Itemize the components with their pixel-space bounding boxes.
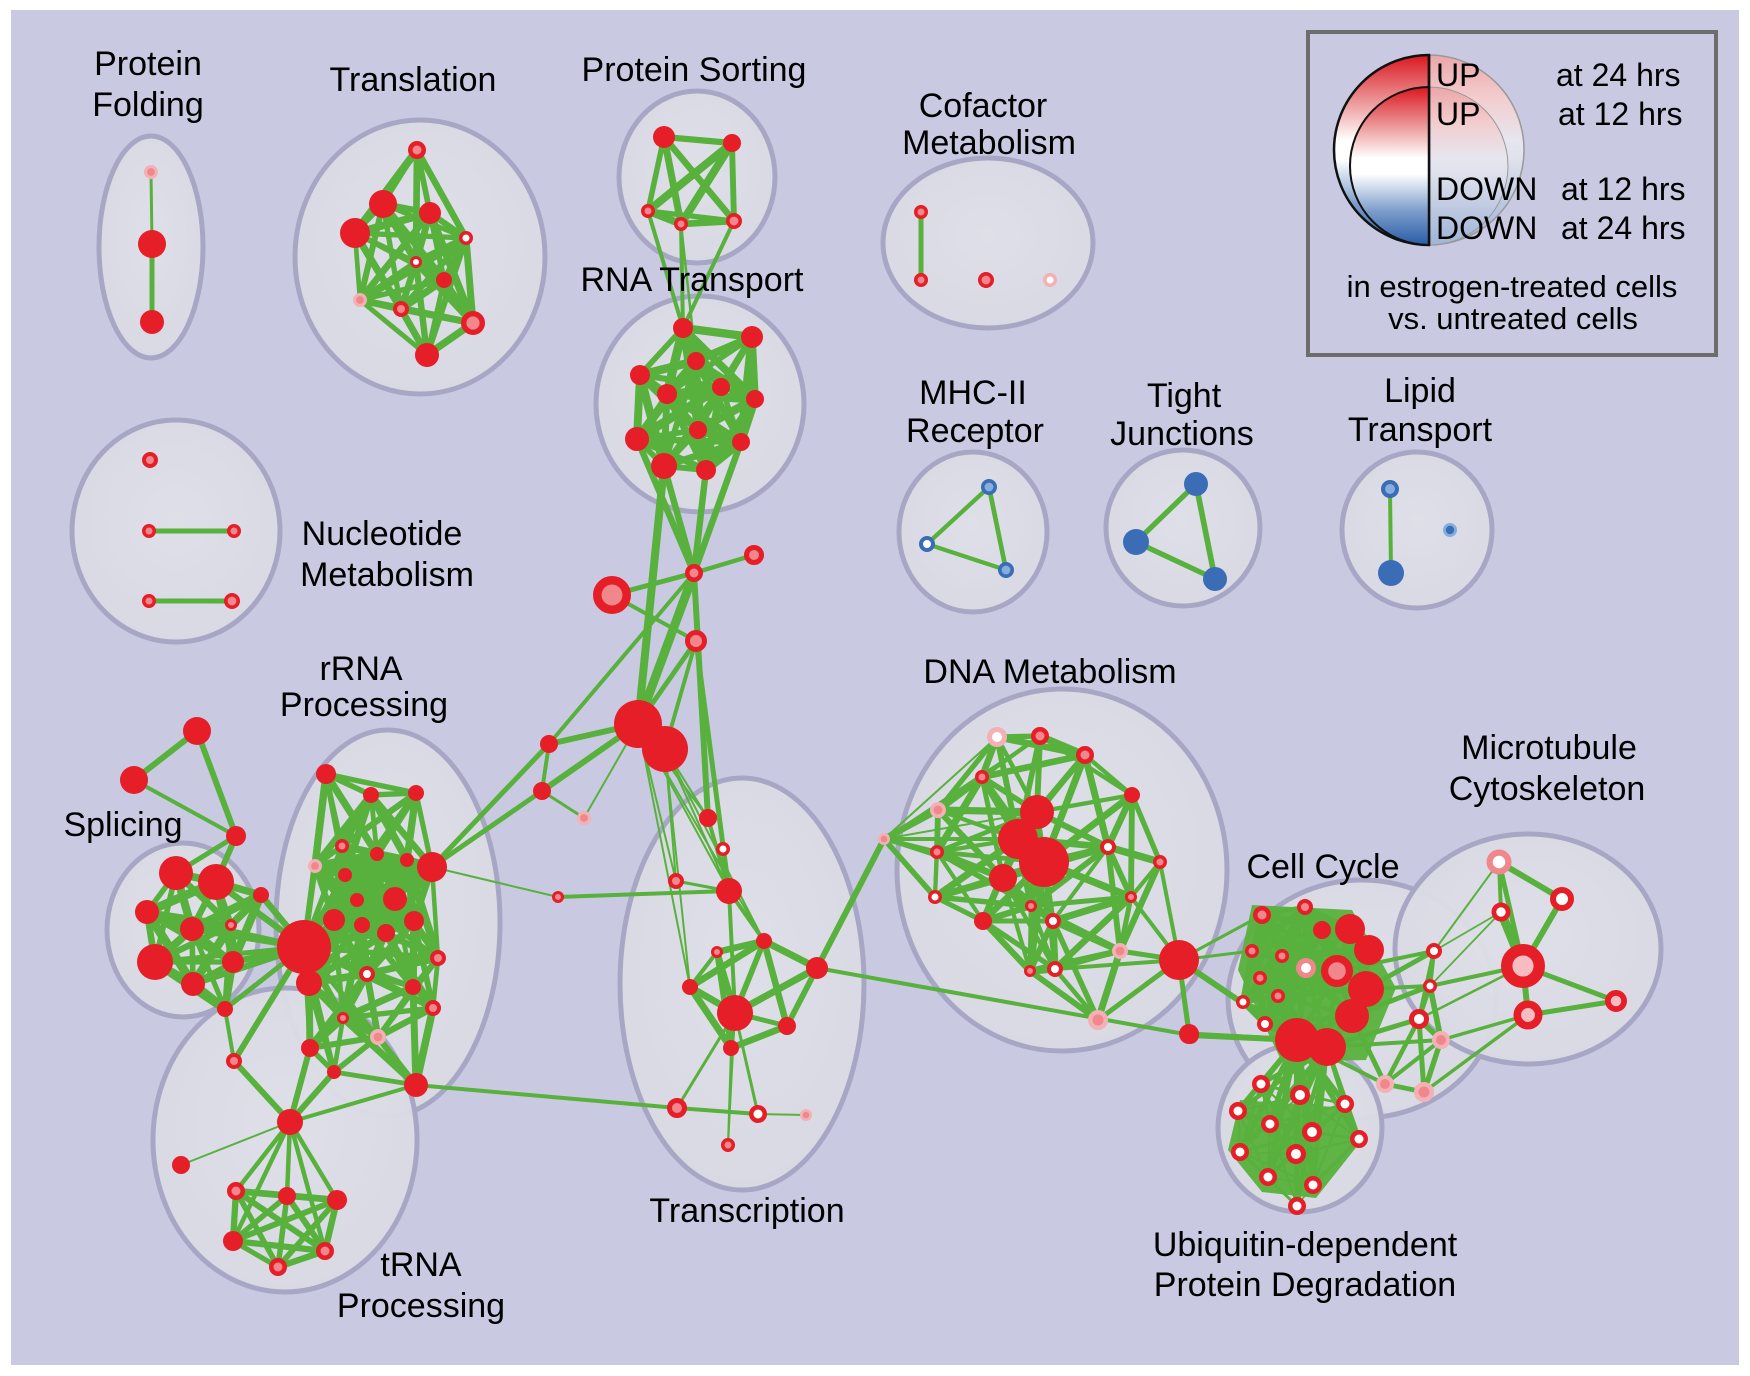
svg-text:Protein Sorting: Protein Sorting <box>582 51 807 89</box>
svg-text:Processing: Processing <box>337 1287 505 1325</box>
svg-text:Processing: Processing <box>280 686 448 724</box>
svg-text:rRNA: rRNA <box>319 650 402 688</box>
svg-text:Metabolism: Metabolism <box>300 556 474 594</box>
svg-text:at 24 hrs: at 24 hrs <box>1556 57 1681 93</box>
svg-text:Microtubule: Microtubule <box>1461 729 1637 767</box>
svg-text:DOWN: DOWN <box>1436 210 1537 246</box>
svg-text:Folding: Folding <box>92 86 204 124</box>
svg-text:Protein: Protein <box>94 45 202 83</box>
svg-text:Metabolism: Metabolism <box>902 124 1076 162</box>
svg-text:Nucleotide: Nucleotide <box>302 515 463 553</box>
svg-text:RNA Transport: RNA Transport <box>581 261 805 299</box>
svg-text:Receptor: Receptor <box>906 412 1044 450</box>
svg-text:Transport: Transport <box>1348 411 1493 449</box>
svg-text:UP: UP <box>1436 96 1480 132</box>
svg-text:Junctions: Junctions <box>1110 415 1254 453</box>
svg-text:Tight: Tight <box>1147 377 1222 415</box>
svg-text:Protein Degradation: Protein Degradation <box>1154 1266 1456 1304</box>
svg-text:Ubiquitin-dependent: Ubiquitin-dependent <box>1153 1226 1458 1264</box>
svg-text:Lipid: Lipid <box>1384 372 1456 410</box>
svg-text:Transcription: Transcription <box>649 1192 844 1230</box>
svg-text:Cytoskeleton: Cytoskeleton <box>1449 770 1646 808</box>
svg-text:in estrogen-treated cells: in estrogen-treated cells <box>1347 269 1678 304</box>
svg-text:at 12 hrs: at 12 hrs <box>1558 96 1683 132</box>
svg-text:DOWN: DOWN <box>1436 171 1537 207</box>
svg-text:Cell Cycle: Cell Cycle <box>1246 848 1399 886</box>
svg-text:at 12 hrs: at 12 hrs <box>1561 171 1686 207</box>
svg-text:Translation: Translation <box>330 61 497 99</box>
svg-text:Cofactor: Cofactor <box>919 87 1048 125</box>
svg-text:MHC-II: MHC-II <box>919 374 1027 412</box>
svg-text:DNA Metabolism: DNA Metabolism <box>923 653 1176 691</box>
svg-text:at 24 hrs: at 24 hrs <box>1561 210 1686 246</box>
svg-text:vs. untreated cells: vs. untreated cells <box>1388 301 1638 336</box>
svg-text:UP: UP <box>1436 57 1480 93</box>
svg-text:tRNA: tRNA <box>380 1246 462 1284</box>
svg-text:Splicing: Splicing <box>63 806 182 844</box>
